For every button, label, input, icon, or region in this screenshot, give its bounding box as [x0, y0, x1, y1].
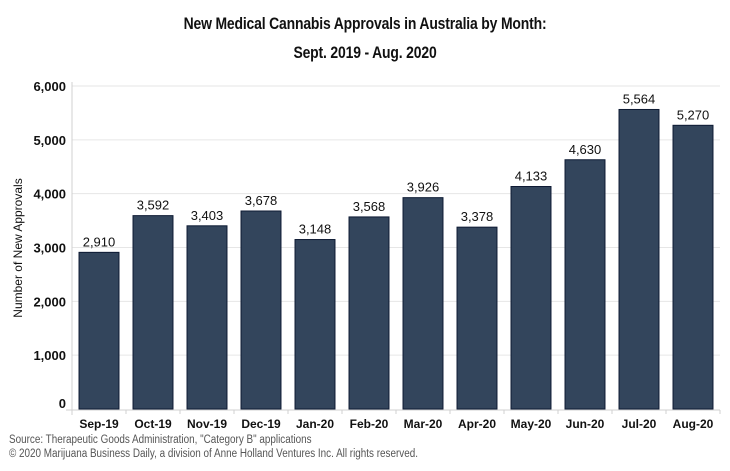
y-axis-label: Number of New Approvals — [11, 178, 25, 317]
copyright-note: © 2020 Marijuana Business Daily, a divis… — [9, 448, 418, 460]
bar — [618, 108, 660, 410]
bar — [78, 251, 120, 410]
gridlines — [72, 85, 720, 356]
chart-title: New Medical Cannabis Approvals in Austra… — [183, 14, 547, 33]
x-tick-label: Aug-20 — [673, 417, 714, 431]
x-tick-label: Feb-20 — [350, 417, 389, 431]
source-note: Source: Therapeutic Goods Administration… — [9, 434, 312, 446]
bar — [132, 215, 174, 410]
y-tick-label: 1,000 — [33, 348, 66, 363]
bar — [348, 216, 390, 410]
bar — [186, 225, 228, 410]
data-label: 5,564 — [623, 91, 656, 106]
bars: 2,910 3,592 3,403 3,678 3,148 3,568 3,926 3,378… — [78, 91, 714, 410]
y-tick-label: 6,000 — [33, 79, 66, 94]
x-tick-label: Oct-19 — [134, 417, 172, 431]
x-tick-label: Apr-20 — [458, 417, 496, 431]
chart-subtitle: Sept. 2019 - Aug. 2020 — [293, 43, 437, 62]
data-label: 5,270 — [677, 107, 710, 122]
data-label: 3,568 — [353, 199, 386, 214]
x-tick-label: Nov-19 — [187, 417, 227, 431]
x-tick-label: Jan-20 — [296, 417, 334, 431]
data-label: 3,678 — [245, 193, 278, 208]
y-axis: 0 1,000 2,000 3,000 4,000 5,000 6,000 — [33, 79, 73, 415]
data-label: 3,378 — [461, 209, 494, 224]
x-tick-label: May-20 — [511, 417, 552, 431]
bar — [564, 159, 606, 410]
data-label: 4,630 — [569, 142, 602, 157]
y-tick-label: 3,000 — [33, 241, 66, 256]
x-tick-label: Mar-20 — [404, 417, 443, 431]
y-tick-label: 4,000 — [33, 187, 66, 202]
y-tick-label: 5,000 — [33, 133, 66, 148]
bar — [456, 226, 498, 410]
data-label: 3,403 — [191, 208, 224, 223]
x-tick-label: Sep-19 — [79, 417, 119, 431]
bar — [240, 210, 282, 410]
y-tick-label: 2,000 — [33, 294, 66, 309]
data-label: 3,148 — [299, 222, 332, 237]
y-tick-label: 0 — [59, 396, 66, 411]
x-axis: Sep-19 Oct-19 Nov-19 Dec-19 Jan-20 Feb-20 Mar-… — [66, 409, 721, 431]
data-label: 4,133 — [515, 169, 548, 184]
data-label: 3,592 — [137, 198, 170, 213]
data-label: 3,926 — [407, 180, 440, 195]
bar — [294, 239, 336, 410]
x-tick-label: Jul-20 — [622, 417, 657, 431]
x-tick-label: Jun-20 — [566, 417, 605, 431]
bar — [402, 197, 444, 410]
x-tick-label: Dec-19 — [241, 417, 281, 431]
data-label: 2,910 — [83, 234, 116, 249]
bar — [510, 186, 552, 410]
bar — [672, 124, 714, 410]
